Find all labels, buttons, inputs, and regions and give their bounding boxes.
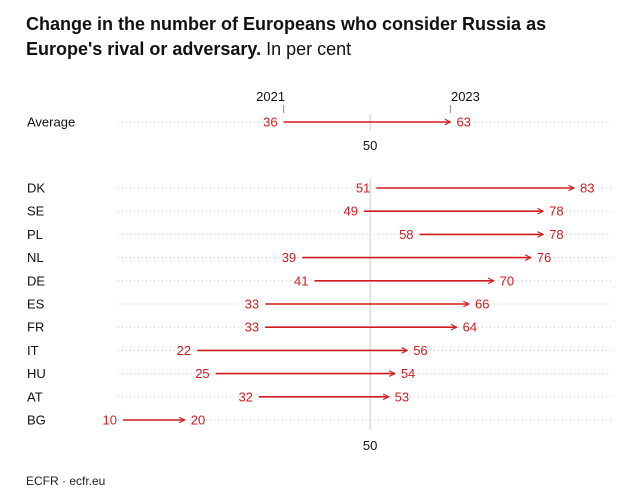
chart-subtitle: In per cent xyxy=(266,39,352,59)
value-start-se: 49 xyxy=(343,204,357,219)
row-label-nl: NL xyxy=(27,250,44,265)
value-end-nl: 76 xyxy=(537,250,551,265)
value-end-average: 63 xyxy=(456,115,470,130)
chart-title: Change in the number of Europeans who co… xyxy=(26,14,547,59)
row-label-average: Average xyxy=(27,115,75,130)
value-start-hu: 25 xyxy=(195,366,209,381)
legend-year-start: 2021 xyxy=(256,89,285,104)
reference-label-top: 50 xyxy=(363,138,377,153)
row-label-at: AT xyxy=(27,389,43,404)
value-end-de: 70 xyxy=(500,273,514,288)
value-start-fr: 33 xyxy=(245,320,259,335)
value-start-es: 33 xyxy=(245,297,259,312)
value-start-it: 22 xyxy=(177,343,191,358)
value-start-pl: 58 xyxy=(399,227,413,242)
value-start-average: 36 xyxy=(263,115,277,130)
source-credit: ECFR · ecfr.eu xyxy=(26,474,106,488)
row-label-fr: FR xyxy=(27,320,44,335)
row-label-hu: HU xyxy=(27,366,46,381)
legend-year-end: 2023 xyxy=(451,89,480,104)
value-end-hu: 54 xyxy=(401,366,415,381)
value-end-pl: 78 xyxy=(549,227,563,242)
value-end-es: 66 xyxy=(475,297,489,312)
row-label-de: DE xyxy=(27,273,45,288)
value-end-dk: 83 xyxy=(580,181,594,196)
row-label-dk: DK xyxy=(27,181,45,196)
row-label-es: ES xyxy=(27,297,45,312)
row-label-bg: BG xyxy=(27,413,46,428)
value-end-at: 53 xyxy=(395,389,409,404)
row-label-pl: PL xyxy=(27,227,43,242)
value-start-at: 32 xyxy=(238,389,252,404)
value-start-nl: 39 xyxy=(282,250,296,265)
value-end-fr: 64 xyxy=(463,320,477,335)
value-end-se: 78 xyxy=(549,204,563,219)
row-label-it: IT xyxy=(27,343,39,358)
row-label-se: SE xyxy=(27,204,45,219)
chart-title-block: Change in the number of Europeans who co… xyxy=(26,12,626,62)
value-end-bg: 20 xyxy=(191,413,205,428)
value-end-it: 56 xyxy=(413,343,427,358)
value-start-de: 41 xyxy=(294,273,308,288)
value-start-bg: 10 xyxy=(103,413,117,428)
value-start-dk: 51 xyxy=(356,181,370,196)
reference-label-bottom: 50 xyxy=(363,438,377,453)
